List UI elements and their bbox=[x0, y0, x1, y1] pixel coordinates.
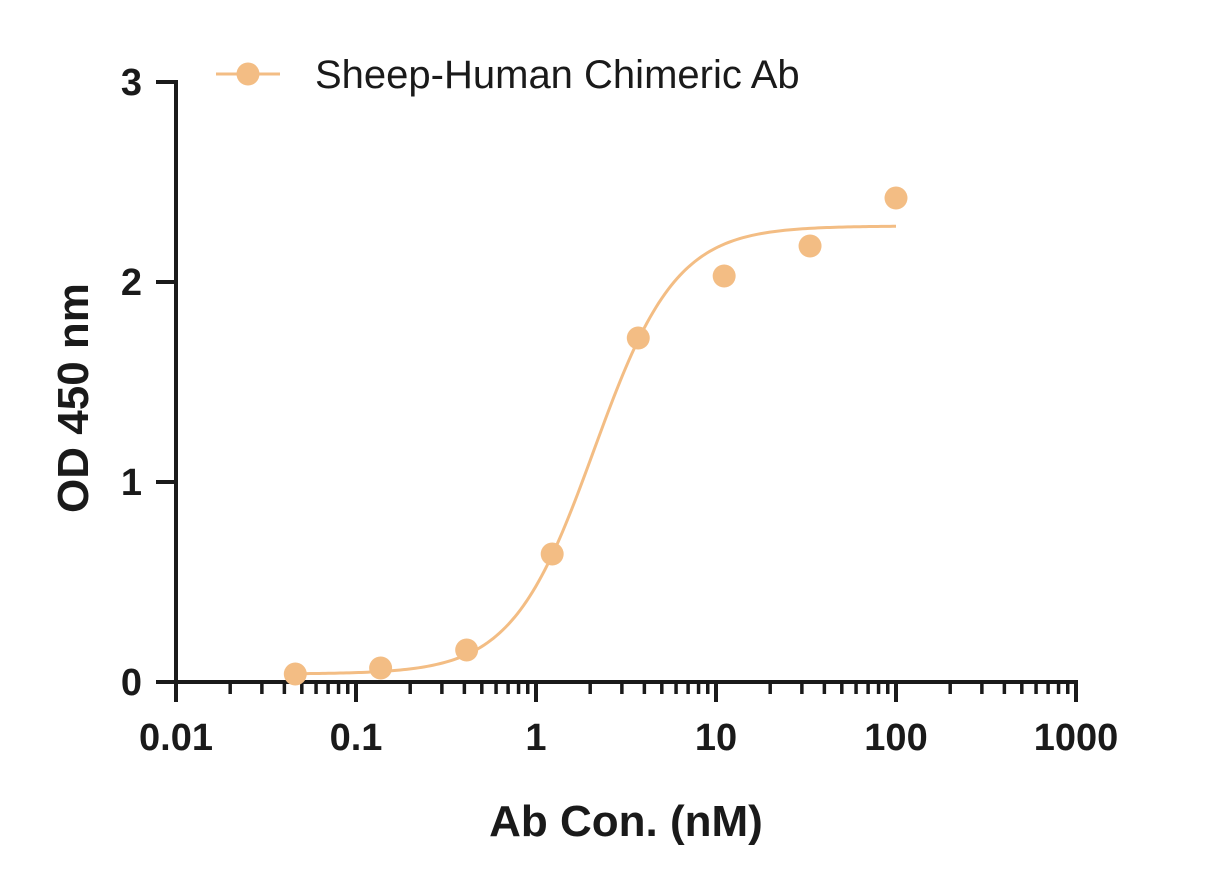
data-point bbox=[283, 662, 307, 686]
data-point bbox=[369, 656, 393, 680]
y-tick-label: 2 bbox=[121, 262, 142, 304]
y-tick-label: 3 bbox=[121, 62, 142, 104]
x-tick-label: 100 bbox=[864, 717, 927, 759]
x-tick-label: 0.1 bbox=[330, 717, 383, 759]
data-point bbox=[540, 542, 564, 566]
legend-label: Sheep-Human Chimeric Ab bbox=[315, 53, 800, 97]
x-tick-label: 0.01 bbox=[139, 717, 213, 759]
data-point bbox=[712, 264, 736, 288]
y-tick-label: 0 bbox=[121, 662, 142, 704]
tick-labels: 0.01 0.1 1 10 100 1000 0 1 2 3 bbox=[121, 62, 1118, 759]
fit-curve bbox=[295, 224, 897, 676]
data-point bbox=[455, 638, 479, 662]
axes bbox=[174, 80, 1078, 684]
data-point bbox=[884, 186, 908, 210]
x-tick-label: 1000 bbox=[1034, 717, 1119, 759]
x-axis-title: Ab Con. (nM) bbox=[489, 797, 763, 846]
y-axis-title: OD 450 nm bbox=[49, 283, 98, 513]
data-points bbox=[283, 186, 908, 686]
x-tick-label: 1 bbox=[525, 717, 546, 759]
ticks bbox=[156, 80, 1078, 702]
x-tick-label: 10 bbox=[695, 717, 737, 759]
legend: Sheep-Human Chimeric Ab bbox=[216, 53, 800, 97]
data-point bbox=[798, 234, 822, 258]
y-tick-label: 1 bbox=[121, 462, 142, 504]
data-point bbox=[626, 326, 650, 350]
legend-marker bbox=[236, 62, 260, 86]
